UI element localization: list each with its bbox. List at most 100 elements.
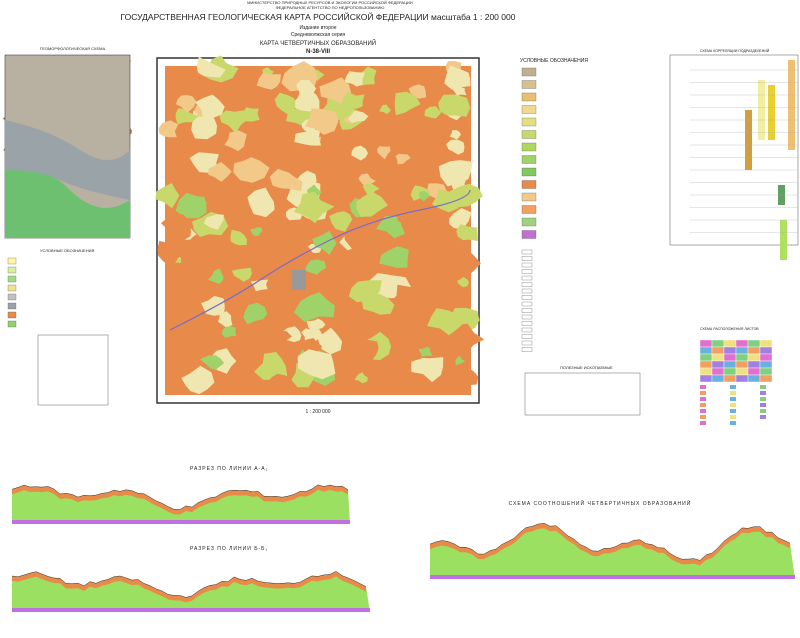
map-unit [451,323,485,355]
agency: ФЕДЕРАЛЬНОЕ АГЕНТСТВО ПО НЕДРОПОЛЬЗОВАНИ… [276,5,385,10]
correlation-column [758,80,765,140]
minerals-title: ПОЛЕЗНЫЕ ИСКОПАЕМЫЕ [560,365,613,370]
legend-swatch [7,275,17,283]
layout-cell [699,339,713,348]
layout-cell [723,339,737,348]
layout-cell [759,346,773,355]
map-unit [155,183,180,209]
sheet-layout [699,339,773,425]
layout-cell [747,374,761,383]
map-unit [341,91,365,109]
map-unit [358,173,376,186]
layout-cell [759,339,773,348]
legend-swatch [521,130,537,139]
map-unit [444,65,471,90]
map-unit [250,279,269,292]
map-unit [195,94,225,119]
map-unit [348,335,379,364]
map-unit [217,311,233,329]
map-unit [386,284,423,314]
map-unit [158,120,179,138]
layout-cell [759,360,773,369]
sheet-id: N-38-VIII [306,49,330,55]
legend-swatch [7,284,17,292]
map-unit [344,71,366,87]
ministry: МИНИСТЕРСТВО ПРИРОДНЫХ РЕСУРСОВ И ЭКОЛОГ… [247,0,413,5]
map-unit [354,372,368,384]
layout-cell [711,346,725,355]
map-unit [455,355,466,366]
map-unit [446,139,465,155]
layout-legend [700,421,706,425]
title: ГОСУДАРСТВЕННАЯ ГЕОЛОГИЧЕСКАЯ КАРТА РОСС… [121,11,516,22]
layout-cell [747,360,761,369]
map-unit [256,72,281,90]
map-unit [293,292,335,322]
section-cover [12,484,348,515]
layout-cell [747,346,761,355]
map-unit [250,227,263,237]
symbol-row [521,282,533,287]
map-title: КАРТА ЧЕТВЕРТИЧНЫХ ОБРАЗОВАНИЙ [260,39,376,47]
symbol-row [521,327,533,333]
map-unit [329,211,353,232]
map-unit [304,259,327,275]
legend-swatch [521,105,537,114]
layout-legend [700,409,706,413]
legend-swatch [521,155,537,164]
map-unit [241,107,260,122]
legend-swatch [521,167,537,177]
symbol-row [521,321,533,326]
map-unit [161,214,191,242]
symbol-row [521,347,533,352]
layout-title: СХЕМА РАСПОЛОЖЕНИЯ ЛИСТОВ [700,327,759,331]
legend-swatch [7,293,17,301]
map-unit [266,373,288,389]
layout-cell [711,367,725,376]
map-unit [236,204,252,214]
section-cover [12,571,366,603]
section-profile [429,522,791,561]
map-unit [203,214,224,230]
map-unit [196,56,226,78]
section-cover [430,523,790,566]
plain [5,120,130,200]
layout-cell [735,353,749,362]
correlation-title: СХЕМА КОРРЕЛЯЦИИ ПОДРАЗДЕЛЕНИЙ [700,49,770,53]
layout-legend [730,421,736,425]
legend-swatch [521,180,537,189]
map-unit [221,326,237,338]
layout-legend [760,403,766,407]
map-unit [362,183,380,195]
map-unit [376,216,405,239]
symbol-row [521,256,533,261]
map-unit [361,293,395,315]
map-unit [157,240,183,269]
legend-swatch [7,302,17,310]
layout-legend [700,415,706,419]
map-unit [454,367,479,387]
symbol-row [521,275,533,281]
map-unit [247,187,275,218]
legend-swatch [7,257,17,265]
layout-cell [699,360,713,369]
layout-cell [759,353,773,362]
map-unit [165,347,186,362]
section-base [430,575,795,579]
layout-cell [723,346,737,355]
layout-legend [760,391,766,395]
layout-cell [711,374,725,383]
town [292,270,306,290]
layout-cell [759,374,773,383]
layout-cell [699,374,713,383]
right-legend-title: УСЛОВНЫЕ ОБОЗНАЧЕНИЯ [520,58,588,64]
symbol-row [521,314,533,320]
legend-swatch [521,230,537,239]
map-unit [457,277,469,288]
map-unit [427,308,467,336]
layout-cell [723,353,737,362]
geomorph-title: ГЕОМОРФОЛОГИЧЕСКАЯ СХЕМА [40,46,105,51]
correlation-table [669,54,799,260]
map-unit [175,94,197,113]
map-unit [351,145,368,161]
